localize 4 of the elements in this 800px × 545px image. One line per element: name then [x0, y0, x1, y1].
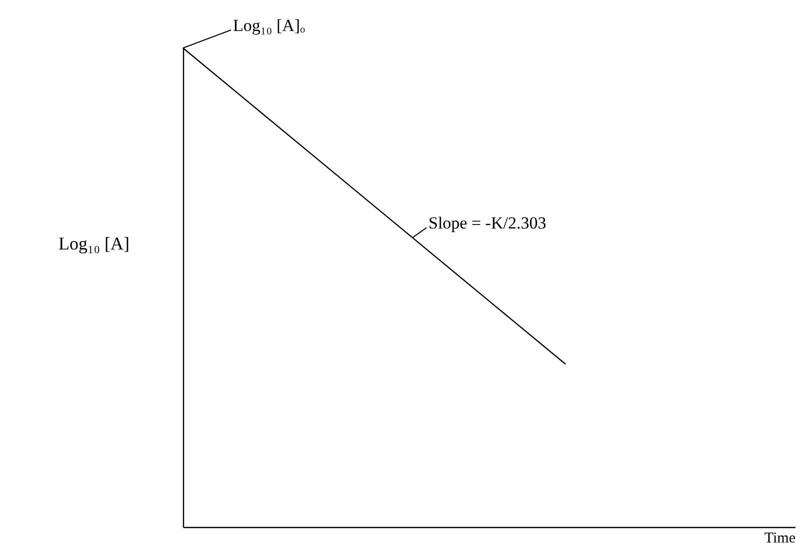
annotation: Slope = -K/2.303 [428, 214, 546, 233]
x-axis-title: Time [764, 530, 796, 545]
text: Log₁₀ [A]ₒ [233, 16, 306, 35]
y-axis-title: Log₁₀ [A] [58, 234, 130, 254]
